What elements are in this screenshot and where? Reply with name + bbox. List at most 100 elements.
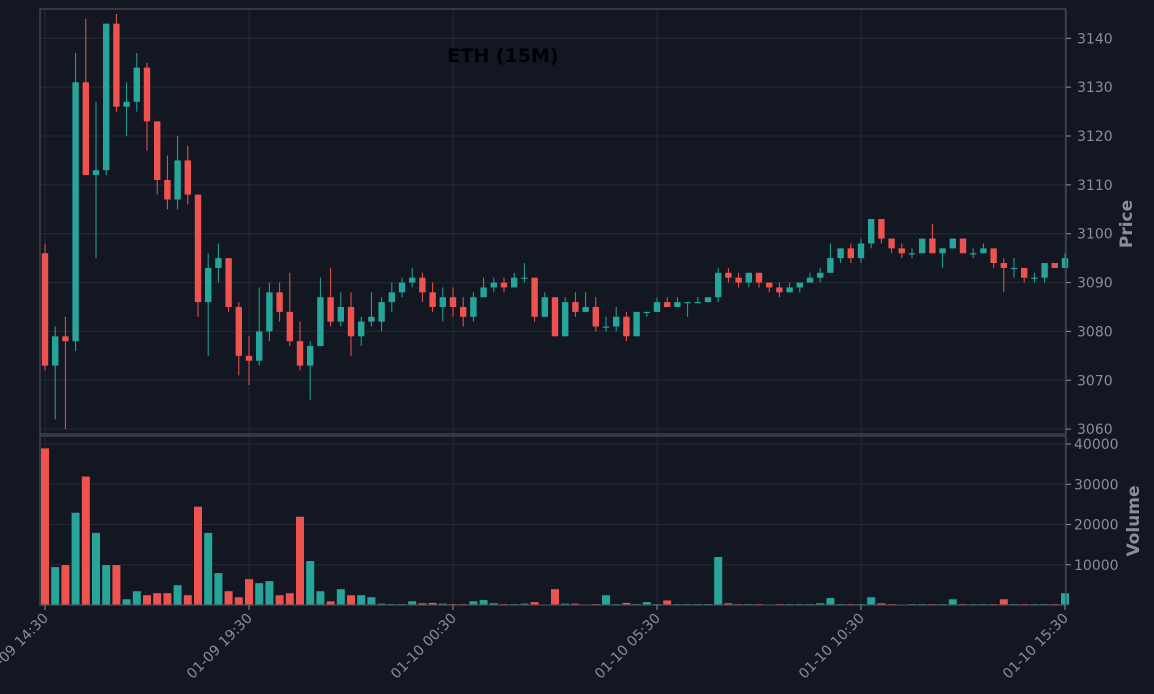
candle-body	[327, 297, 334, 322]
volume-bar	[101, 564, 111, 606]
volume-bar	[234, 596, 244, 606]
volume-tick-label: 20000	[1074, 518, 1119, 534]
chart-title: ETH (15M)	[447, 45, 558, 67]
candle-body	[643, 311, 650, 314]
candle-body	[582, 306, 589, 312]
volume-tick-label: 40000	[1074, 437, 1119, 453]
volume-bar	[244, 578, 254, 606]
volume-bar	[305, 560, 315, 606]
candle-body	[378, 302, 385, 322]
candle-body	[796, 282, 803, 288]
candle-body	[460, 306, 467, 317]
volume-bar	[50, 566, 60, 606]
candle-body	[766, 282, 773, 288]
candle-body	[164, 179, 171, 200]
candle-body	[980, 248, 987, 254]
candle-body	[256, 331, 263, 361]
candle-body	[296, 341, 304, 366]
volume-bar	[662, 599, 672, 606]
volume-bar	[193, 506, 203, 606]
volume-bar	[264, 580, 275, 606]
candle-body	[725, 272, 732, 278]
candle-body	[664, 302, 671, 307]
candle-body	[735, 277, 742, 283]
price-tick-label: 3140	[1077, 31, 1113, 47]
candle-body	[1021, 267, 1028, 278]
volume-bar	[60, 564, 70, 606]
volume-bar	[1060, 592, 1070, 606]
volume-bar	[407, 600, 417, 606]
candle-body	[409, 277, 416, 283]
volume-bar	[285, 592, 295, 606]
candle-body	[113, 23, 120, 107]
candle-body	[847, 248, 854, 259]
candle-body	[184, 160, 191, 195]
volume-bar	[948, 598, 958, 606]
volume-bar	[468, 600, 479, 606]
volume-bar	[713, 556, 723, 606]
volume-bar	[315, 590, 326, 606]
candle-body	[500, 282, 508, 288]
volume-bar	[183, 594, 193, 606]
candle-body	[694, 302, 701, 304]
candle-body	[368, 316, 375, 322]
candle-body	[898, 248, 905, 254]
volume-bar	[346, 594, 356, 606]
candle-body	[245, 355, 253, 361]
candle-body	[72, 82, 79, 342]
candle-body	[715, 272, 722, 298]
candle-body	[1051, 263, 1058, 268]
candle-body	[837, 248, 844, 259]
candle-body	[551, 297, 559, 337]
volume-bar	[325, 600, 336, 606]
candle-body	[337, 306, 344, 322]
volume-bar	[91, 532, 101, 606]
candle-body	[1010, 267, 1018, 270]
price-panel-frame	[39, 8, 1067, 435]
candle-body	[388, 292, 395, 303]
volume-bar	[111, 564, 121, 606]
price-axis-ticks: 3060 3070 3080 3090 3100 3110 3120 3130 3140	[1066, 31, 1113, 438]
candle-body	[888, 238, 895, 249]
candle-body	[143, 67, 151, 122]
volume-bar	[356, 594, 366, 606]
volume-bar	[601, 594, 611, 606]
candle-body	[123, 101, 130, 107]
candle-body	[704, 297, 712, 303]
candle-body	[562, 302, 569, 337]
candle-body	[602, 326, 610, 328]
candle-body	[592, 306, 599, 327]
volume-bar	[152, 592, 162, 606]
candle-body	[480, 287, 487, 298]
volume-axis-ticks: 10000 20000 30000 40000	[1066, 437, 1119, 574]
candle-body	[970, 253, 977, 255]
candle-body	[194, 194, 202, 303]
candle-body	[827, 258, 834, 273]
candle-body	[521, 277, 528, 279]
candle-body	[307, 346, 314, 366]
candle-body	[919, 238, 926, 254]
candle-body	[868, 219, 875, 244]
volume-bar	[295, 516, 305, 606]
candle-body	[429, 292, 436, 307]
candle-body	[531, 277, 538, 317]
volume-bar	[478, 599, 489, 606]
volume-bar	[203, 532, 213, 606]
candle-body	[939, 248, 946, 254]
candle-body	[674, 302, 681, 307]
candle-body	[347, 306, 355, 337]
candle-body	[62, 336, 69, 342]
volume-bar	[142, 594, 152, 606]
volume-panel-frame	[39, 435, 1067, 606]
candle-body	[82, 82, 89, 176]
candle-body	[1041, 263, 1048, 278]
volume-bar	[173, 584, 183, 606]
candle-body	[449, 297, 457, 307]
price-tick-label: 3100	[1077, 227, 1113, 243]
candle-body	[1031, 277, 1038, 279]
candle-body	[613, 316, 620, 327]
candle-body	[684, 302, 691, 304]
price-tick-label: 3120	[1077, 129, 1113, 145]
